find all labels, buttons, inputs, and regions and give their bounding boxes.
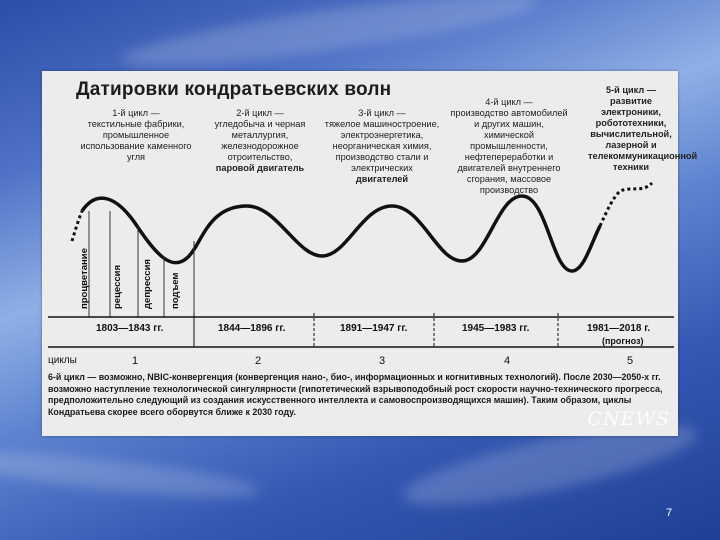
watermark-logo: CNEWS bbox=[587, 408, 670, 430]
phase-label: процветание bbox=[79, 248, 90, 309]
cycle-number: 3 bbox=[379, 355, 386, 367]
cycle-1-description: 1-й цикл — текстильные фабрики, промышле… bbox=[80, 108, 192, 162]
period-label: 1803—1843 гг. bbox=[96, 323, 164, 334]
cycles-axis-label: циклы bbox=[48, 355, 77, 366]
cycle-number: 5 bbox=[627, 355, 634, 367]
cycle-4-description: 4-й цикл — производство автомобилей и др… bbox=[450, 97, 568, 195]
phase-label: подъем bbox=[170, 272, 181, 309]
period-label: 1891—1947 гг. bbox=[340, 323, 408, 334]
background-streak bbox=[119, 0, 541, 80]
period-label: 1844—1896 гг. bbox=[218, 323, 286, 334]
period-label: 1945—1983 гг. bbox=[462, 323, 530, 334]
forecast-label: (прогноз) bbox=[602, 336, 644, 346]
cycle-5-description: 5-й цикл — развитие электроники, роботот… bbox=[588, 85, 698, 172]
cycle-3-description: 3-й цикл — тяжелое машиностроение, элект… bbox=[324, 108, 440, 184]
cycle-2-description: 2-й цикл — угледобыча и черная металлург… bbox=[214, 108, 306, 173]
phase-label: рецессия bbox=[112, 264, 123, 309]
kondratiev-wave bbox=[80, 194, 602, 273]
wave-start-dashed bbox=[70, 210, 84, 242]
footnote-text: 6-й цикл — возможно, NBIC-конвергенция (… bbox=[48, 372, 663, 417]
wave-diagram bbox=[48, 181, 674, 348]
cycle-number: 4 bbox=[504, 355, 511, 367]
slide-image: Датировки кондратьевских волн 1-й цикл —… bbox=[42, 71, 698, 436]
slide-page-number: 7 bbox=[666, 507, 673, 519]
period-label: 1981—2018 г. bbox=[587, 323, 651, 334]
wave-forecast-dashed bbox=[598, 181, 654, 227]
diagram-title: Датировки кондратьевских волн bbox=[76, 79, 392, 100]
phase-label: депрессия bbox=[142, 259, 153, 309]
background-streak bbox=[0, 444, 261, 506]
cycle-number: 2 bbox=[255, 355, 262, 367]
cycle-number: 1 bbox=[132, 355, 139, 367]
